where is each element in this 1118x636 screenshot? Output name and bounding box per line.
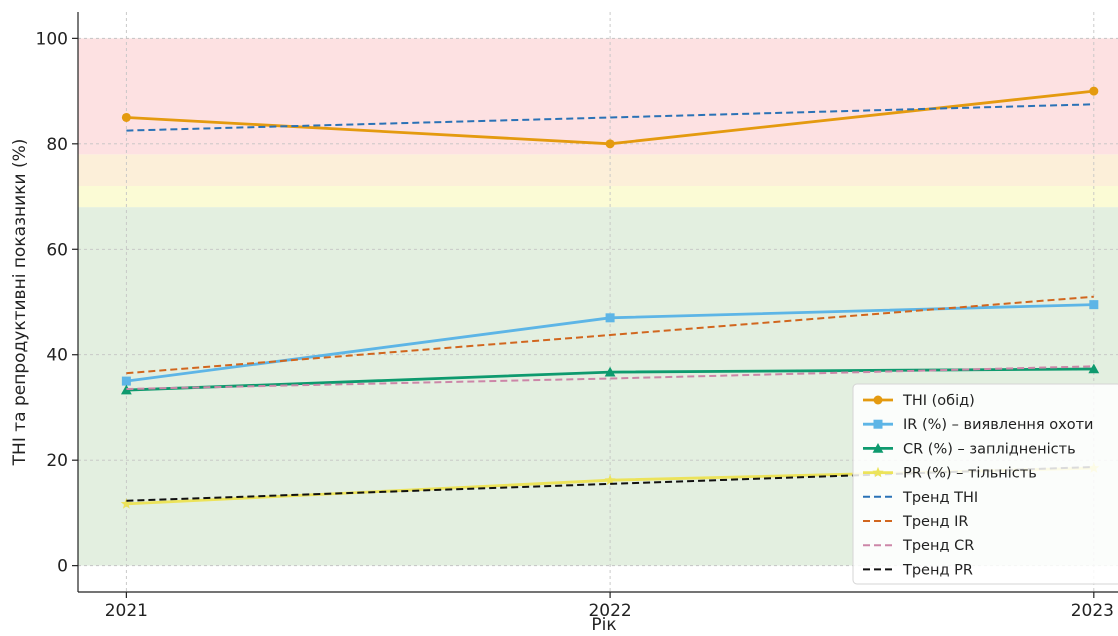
series-1-point-2023 [1089, 300, 1099, 310]
zone-band-2 [78, 154, 1118, 186]
y-tick-label-20: 20 [46, 451, 68, 471]
x-tick-label-2021: 2021 [105, 601, 148, 621]
zone-band-1 [78, 186, 1118, 208]
axes: 0 20 40 60 80 100 2021 2022 2023 [36, 12, 1118, 621]
series-0-point-2021 [121, 112, 131, 122]
series-3-point-2021 [120, 498, 132, 509]
legend-label-2: CR (%) – заплідненість [903, 441, 1076, 457]
legend-label-3: PR (%) – тільність [903, 466, 1037, 482]
legend: THI (обід) IR (%) – виявлення охоти CR (%)… [852, 383, 1118, 585]
legend-label-6: Тренд CR [902, 538, 974, 554]
legend-label-4: Тренд THI [902, 490, 978, 506]
legend-label-7: Тренд PR [902, 562, 973, 578]
y-tick-label-80: 80 [46, 135, 68, 155]
series-0-point-2023 [1089, 86, 1099, 96]
x-tick-label-2022: 2022 [588, 601, 631, 621]
series-3-point-2022 [604, 474, 616, 485]
legend-marker-3 [872, 466, 884, 478]
series-2-point-2023 [1088, 363, 1100, 374]
series-2-point-2022 [604, 366, 616, 377]
y-tick-label-60: 60 [46, 240, 68, 260]
series-6 [126, 365, 1094, 390]
x-tick-label-2023: 2023 [1071, 601, 1114, 621]
legend-marker-0 [873, 395, 883, 405]
legend-label-5: Тренд IR [902, 514, 968, 530]
series-2-point-2021 [120, 384, 132, 395]
zone-band-3 [78, 38, 1118, 155]
series-0-point-2022 [605, 139, 615, 149]
series-4 [126, 103, 1094, 132]
series-line-5 [126, 295, 1094, 375]
y-tick-label-0: 0 [57, 557, 68, 577]
legend-box [852, 383, 1118, 585]
y-tick-label-40: 40 [46, 346, 68, 366]
legend-marker-1 [873, 419, 883, 429]
series-line-6 [126, 365, 1094, 390]
series-line-4 [126, 103, 1094, 132]
legend-label-0: THI (обід) [902, 393, 975, 409]
series-1-point-2022 [605, 313, 615, 323]
y-axis-label: THI та репродуктивні показники (%) [10, 139, 30, 467]
y-tick-label-100: 100 [36, 29, 68, 49]
series-5 [126, 295, 1094, 375]
series-1-point-2021 [121, 376, 131, 386]
legend-marker-2 [872, 443, 884, 453]
x-axis-label: Рік [591, 615, 616, 635]
legend-label-1: IR (%) – виявлення охоти [903, 417, 1093, 433]
